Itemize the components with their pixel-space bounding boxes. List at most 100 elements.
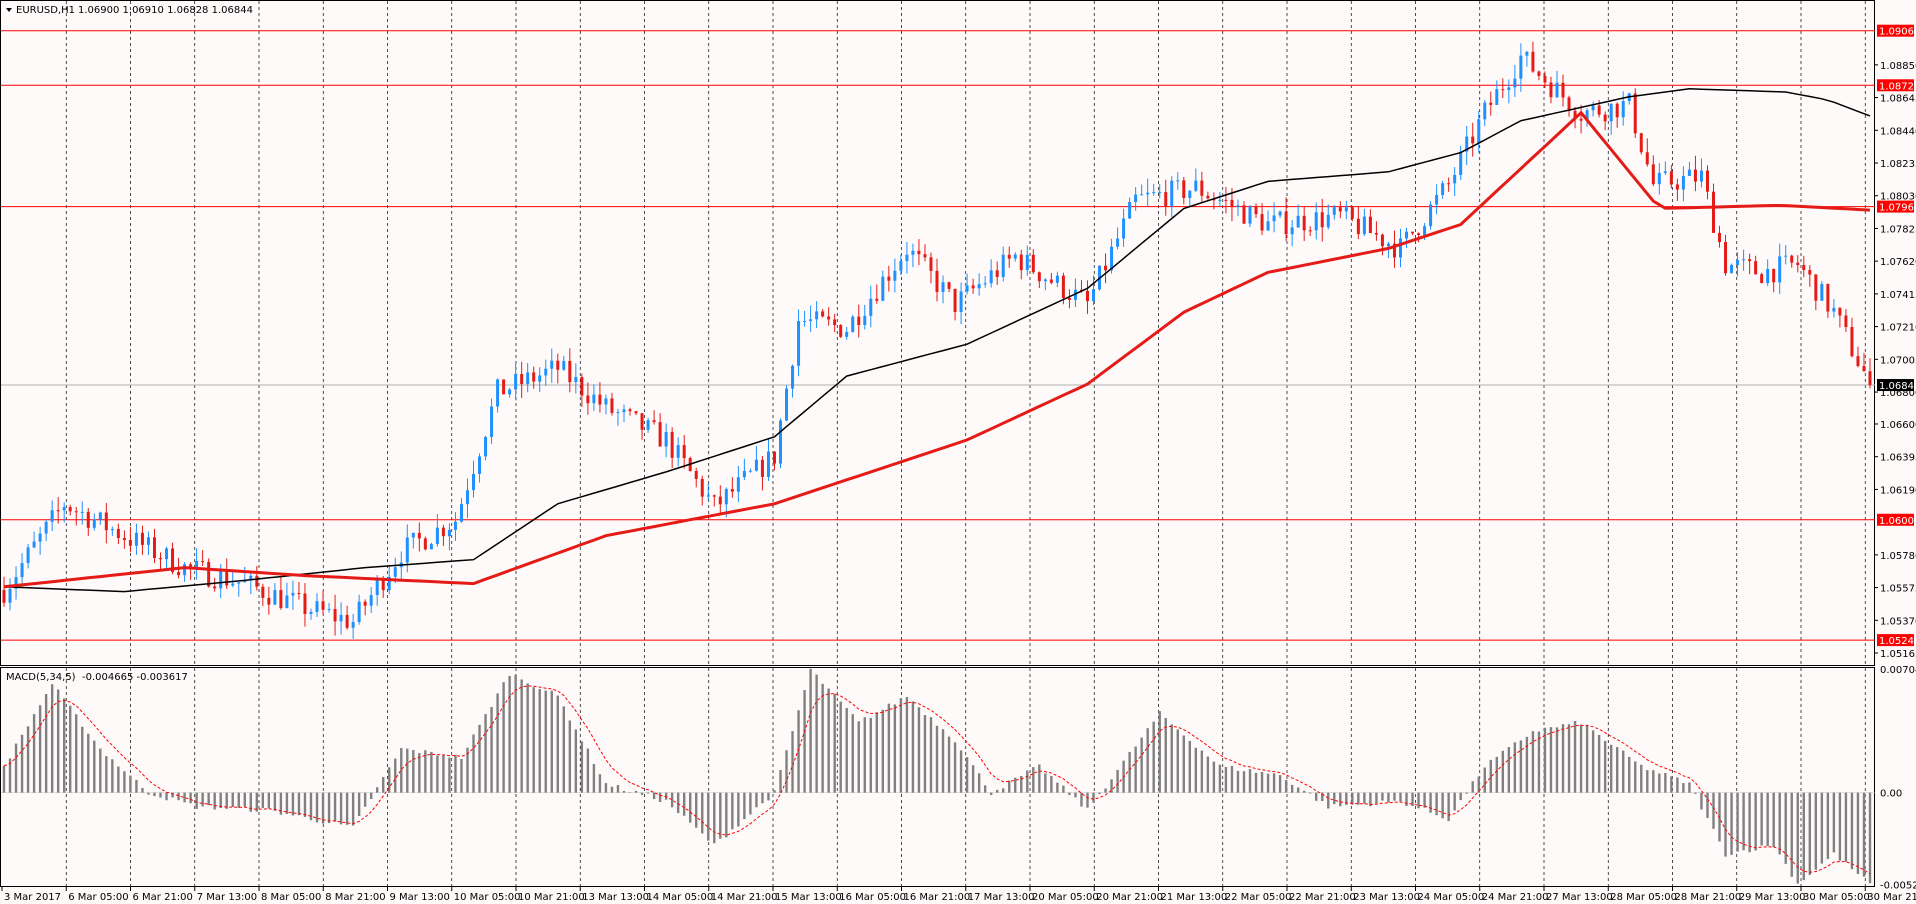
dropdown-triangle-icon[interactable] (6, 8, 12, 12)
x-tick-label: 8 Mar 21:00 (325, 892, 385, 903)
macd-bar (147, 792, 150, 795)
x-tick-label: 23 Mar 13:00 (1353, 892, 1420, 903)
candle-body (435, 527, 439, 544)
macd-bar (297, 792, 301, 816)
macd-bar (1351, 792, 1354, 805)
candle-body (1760, 274, 1764, 284)
macd-bar (56, 689, 60, 793)
x-tick-label: 30 Mar 21:00 (1867, 892, 1916, 903)
level-badge (1877, 24, 1914, 37)
candle-body (484, 436, 488, 457)
macd-bar (1646, 770, 1649, 793)
level-badge (1877, 200, 1914, 213)
candle-body (327, 608, 331, 610)
macd-bar (1838, 792, 1842, 861)
candle-body (1808, 269, 1812, 275)
candle-body (995, 270, 999, 278)
macd-bar (1670, 776, 1673, 793)
macd-bar (1868, 792, 1872, 884)
candle-body (1296, 215, 1300, 228)
macd-bar (797, 710, 800, 793)
candle-body (261, 586, 265, 598)
candle-body (1104, 265, 1108, 271)
candle-body (1724, 242, 1728, 274)
candle-body (1374, 232, 1378, 235)
candle-body (1778, 256, 1782, 283)
candle-body (183, 564, 187, 576)
macd-bar (1766, 792, 1769, 847)
macd-bar (454, 754, 457, 793)
candle-body (1549, 82, 1553, 98)
candle-body (947, 282, 951, 289)
candle-body (965, 285, 969, 292)
macd-bar (803, 690, 806, 793)
macd-bar (1140, 737, 1143, 793)
candle-body (291, 592, 295, 596)
macd-bar (695, 792, 698, 828)
symbol-label: EURUSD,H1 (16, 5, 75, 16)
macd-bar (207, 792, 210, 806)
macd-bar (62, 698, 66, 793)
candle-body (616, 412, 620, 414)
candle-body (1790, 255, 1794, 263)
candle-body (285, 595, 289, 608)
candle-body (568, 360, 572, 383)
macd-bar (1688, 782, 1691, 793)
macd-bar (1477, 776, 1480, 793)
macd-bar (755, 792, 758, 808)
current-price-label: 1.06844 (1879, 381, 1916, 392)
macd-bar (550, 690, 553, 793)
vertical-grid (65, 1, 1866, 886)
candle-body (333, 608, 337, 622)
candle-body (1290, 227, 1294, 235)
candle-body (237, 582, 241, 584)
macd-bar (1254, 772, 1258, 793)
candle-body (297, 592, 301, 594)
x-tick-label: 28 Mar 21:00 (1675, 892, 1742, 903)
macd-bar (1327, 792, 1330, 809)
macd-bar (460, 759, 463, 793)
macd-bar (466, 747, 469, 793)
candle-body (1302, 215, 1306, 231)
macd-bar (514, 674, 517, 793)
candle-body (1013, 254, 1017, 259)
candle-body (622, 409, 626, 413)
horizontal-levels: 1.09064 1.08722 1.07962 1.06000 1.05246 1.068… (1, 24, 1916, 647)
macd-bar (1020, 775, 1023, 793)
macd-tick-label: -0.005223 (1880, 880, 1916, 891)
macd-bar (773, 790, 776, 793)
macd-bar (1796, 792, 1799, 884)
y-tick-label: 1.05165 (1880, 649, 1916, 660)
macd-bar (851, 714, 854, 793)
macd-bar (845, 707, 848, 793)
macd-bar (171, 792, 174, 798)
macd-bar (941, 729, 945, 793)
macd-bar (303, 792, 307, 817)
macd-bar (676, 792, 680, 814)
level-label: 1.05246 (1879, 636, 1916, 647)
x-tick-label: 20 Mar 21:00 (1096, 892, 1163, 903)
candle-body (152, 537, 156, 559)
candle-body (712, 495, 716, 497)
macd-bar (1200, 750, 1204, 793)
macd-bar (809, 668, 812, 793)
macd-bar (1748, 792, 1751, 853)
macd-bar (929, 717, 933, 793)
macd-bar (1074, 792, 1077, 798)
candle-body (592, 394, 596, 404)
candle-body (971, 285, 975, 289)
macd-bar (1676, 777, 1679, 793)
candle-body (1019, 254, 1023, 271)
macd-bar (484, 714, 487, 793)
macd-label: MACD(5,34,5) (6, 672, 76, 683)
x-tick-label: 30 Mar 05:00 (1803, 892, 1870, 903)
macd-bar (309, 792, 313, 821)
candle-body (38, 533, 42, 542)
y-tick-label: 1.06395 (1880, 453, 1916, 464)
macd-bar (1736, 792, 1739, 852)
macd-bar (526, 683, 529, 793)
candle-body (104, 512, 108, 531)
macd-bar (971, 765, 975, 793)
candle-body (917, 250, 921, 255)
